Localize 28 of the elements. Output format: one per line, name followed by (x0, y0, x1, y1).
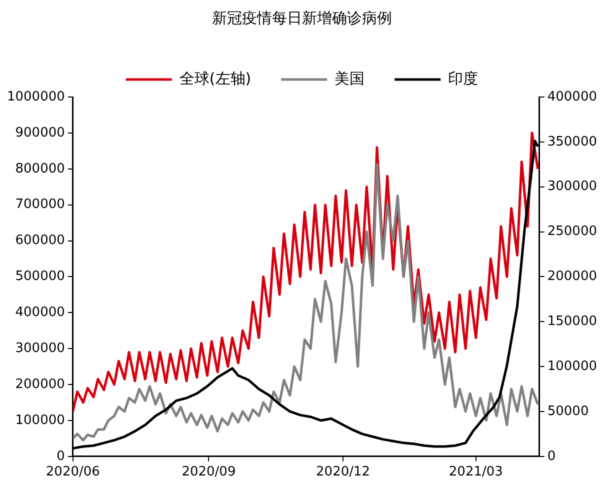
y2-tick-label: 100000 (547, 358, 598, 374)
legend-label: 美国 (334, 69, 365, 88)
chart-title: 新冠疫情每日新增确诊病例 (212, 8, 392, 27)
y2-tick-label: 200000 (547, 269, 598, 284)
y2-tick-label: 400000 (547, 89, 598, 104)
y-tick-label: 200000 (15, 376, 65, 392)
y-tick-label: 300000 (15, 340, 65, 356)
y-tick-label: 900000 (15, 125, 65, 140)
legend-label: 全球(左轴) (179, 69, 252, 88)
y-tick-label: 1000000 (6, 89, 65, 104)
y2-tick-label: 150000 (547, 314, 598, 329)
y-tick-label: 400000 (15, 305, 65, 320)
y2-tick-label: 250000 (547, 224, 598, 240)
y2-tick-label: 300000 (547, 179, 598, 194)
x-tick-label: 2020/09 (182, 464, 236, 480)
y-tick-label: 600000 (15, 233, 65, 248)
x-tick-label: 2020/12 (316, 464, 370, 480)
y-tick-label: 800000 (15, 161, 65, 176)
legend-label: 印度 (448, 69, 478, 88)
y-tick-label: 100000 (15, 412, 65, 428)
y-tick-label: 500000 (15, 269, 65, 284)
y-tick-label: 0 (56, 448, 65, 464)
y2-tick-label: 0 (547, 448, 556, 464)
x-tick-label: 2021/03 (448, 464, 503, 480)
y2-tick-label: 350000 (547, 134, 598, 150)
y2-tick-label: 50000 (547, 404, 589, 419)
x-tick-label: 2020/06 (46, 464, 100, 480)
y-tick-label: 700000 (15, 197, 65, 212)
